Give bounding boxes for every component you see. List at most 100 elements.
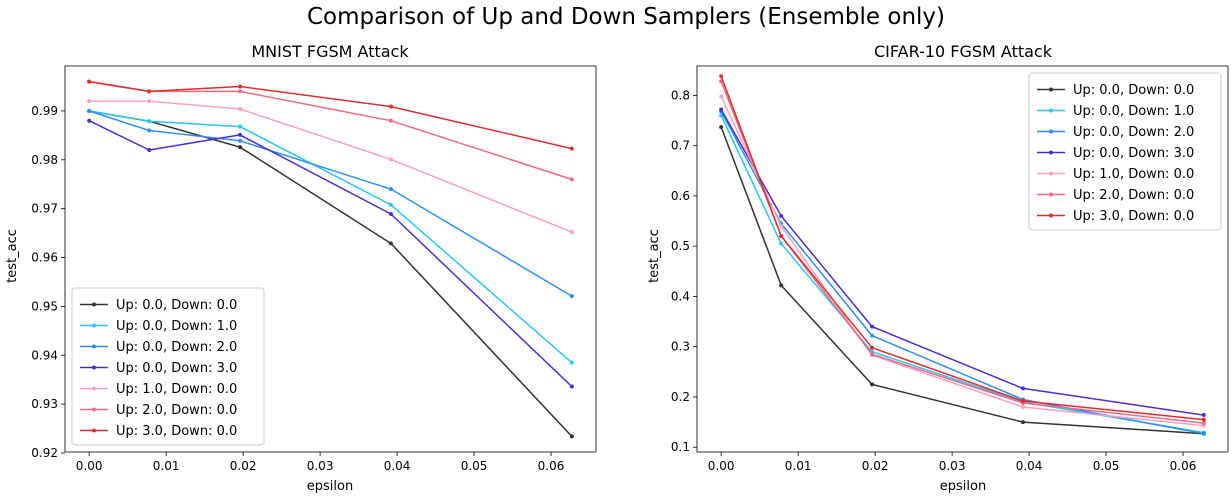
data-point [388,104,393,109]
x-tick-label: 0.05 [461,459,488,473]
legend-entry-label: Up: 0.0, Down: 2.0 [116,340,237,355]
legend-marker [92,302,96,307]
data-point [719,125,724,130]
data-point [1201,421,1206,426]
data-point [719,94,724,99]
x-axis-label: epsilon [940,479,986,494]
y-axis-label: test_acc [5,229,20,283]
data-point [87,108,92,113]
data-point [569,384,574,389]
data-point [569,434,574,439]
data-point [870,352,875,357]
y-tick-label: 0.98 [31,153,58,167]
y-tick-label: 0.93 [31,397,58,411]
data-point [147,148,152,153]
data-point [779,234,784,239]
legend-frame [1028,72,1222,231]
figure-title: Comparison of Up and Down Samplers (Ense… [307,4,945,30]
data-point [870,333,875,338]
data-point [719,74,724,79]
data-point [569,177,574,182]
legend-entry-label: Up: 0.0, Down: 1.0 [1073,104,1194,119]
legend-entry-label: Up: 2.0, Down: 0.0 [116,403,237,418]
legend-entry-label: Up: 1.0, Down: 0.0 [116,382,237,397]
data-point [569,230,574,235]
x-tick-label: 0.06 [538,459,565,473]
data-point [238,138,243,143]
y-tick-label: 0.8 [671,88,690,102]
data-point [779,241,784,246]
legend-entry-label: Up: 2.0, Down: 0.0 [1073,188,1194,203]
x-tick-label: 0.03 [307,459,334,473]
data-point [388,157,393,162]
y-tick-label: 0.4 [671,289,690,303]
legend-marker [1049,213,1053,218]
legend-entry-label: Up: 3.0, Down: 0.0 [1073,209,1194,224]
x-tick-label: 0.03 [939,459,966,473]
data-point [719,107,724,112]
x-tick-label: 0.01 [153,459,180,473]
data-point [238,124,243,129]
data-point [388,241,393,246]
legend-entry-label: Up: 1.0, Down: 0.0 [1073,167,1194,182]
data-point [1020,420,1025,425]
data-point [1020,386,1025,391]
series-line [89,100,573,233]
data-point [870,382,875,387]
legend-entry-label: Up: 0.0, Down: 1.0 [116,319,237,334]
legend-marker [92,428,96,433]
y-tick-label: 0.6 [671,189,690,203]
data-point [238,89,243,94]
legend-marker [92,386,96,391]
data-point [870,345,875,350]
data-point [238,132,243,137]
legend-marker [1049,171,1053,176]
data-point [569,360,574,365]
data-point [238,106,243,111]
x-axis-label: epsilon [307,479,353,494]
data-point [147,128,152,133]
x-tick-label: 0.04 [1016,459,1043,473]
data-point [87,118,92,123]
legend-frame [71,287,265,446]
data-point [147,89,152,94]
data-point [388,212,393,217]
legend-entry-label: Up: 0.0, Down: 3.0 [1073,146,1194,161]
x-tick-label: 0.02 [862,459,889,473]
y-tick-label: 0.94 [31,348,58,362]
x-tick-label: 0.05 [1093,459,1120,473]
legend-marker [1049,129,1053,134]
data-point [388,118,393,123]
plot-area-frame [696,65,1229,453]
data-point [1201,431,1206,436]
data-point [569,146,574,151]
data-point [1020,398,1025,403]
legend-marker [92,323,96,328]
y-tick-label: 0.7 [671,139,690,153]
legend: Up: 0.0, Down: 0.0 Up: 0.0, Down: 1.0 Up: … [71,287,265,446]
y-tick-label: 0.97 [31,202,58,216]
series-line [89,80,573,181]
data-point [147,99,152,104]
legend: Up: 0.0, Down: 0.0 Up: 0.0, Down: 1.0 Up: … [1028,72,1222,231]
data-point [779,224,784,229]
x-tick-label: 0.04 [384,459,411,473]
y-tick-label: 0.5 [671,239,690,253]
chart-title: CIFAR-10 FGSM Attack [874,42,1053,61]
data-point [779,283,784,288]
data-point [147,119,152,124]
legend-entry-label: Up: 3.0, Down: 0.0 [116,424,237,439]
x-tick-label: 0.06 [1170,459,1197,473]
legend-marker [92,365,96,370]
data-point [1201,417,1206,422]
legend-entry-label: Up: 0.0, Down: 2.0 [1073,125,1194,140]
data-point [238,84,243,89]
plot-area-frame [64,65,597,453]
y-axis-label: test_acc [647,229,662,283]
legend-entry-label: Up: 0.0, Down: 3.0 [116,361,237,376]
data-point [238,145,243,150]
data-point [1201,413,1206,418]
data-point [87,99,92,104]
x-tick-label: 0.00 [76,459,103,473]
